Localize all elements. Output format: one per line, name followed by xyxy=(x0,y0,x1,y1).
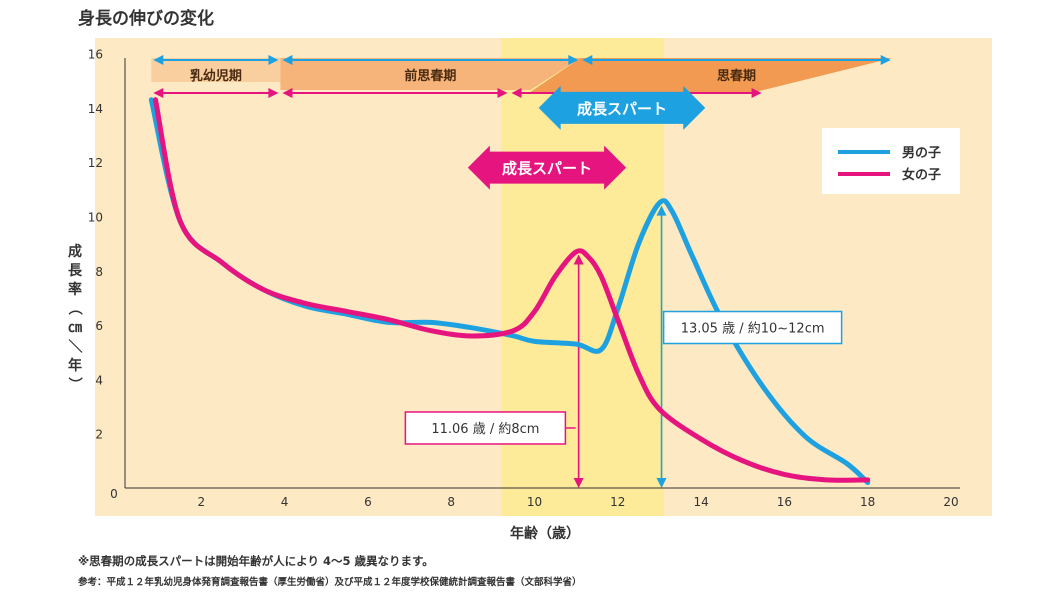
phase-arrow-boy-2 xyxy=(582,55,891,65)
phase-arrow-boy-1-head-left xyxy=(282,55,293,65)
x-tick-label: 6 xyxy=(364,495,372,509)
spurt-arrow-boy xyxy=(538,85,706,130)
series-line-girl xyxy=(152,97,871,483)
girl-peak-line-head-bottom xyxy=(573,478,584,488)
x-tick-label: 10 xyxy=(527,495,542,509)
x-axis-label: 年齢（歳） xyxy=(510,525,580,542)
boy-peak-line xyxy=(656,205,667,488)
peak-line-layer xyxy=(573,205,667,488)
y-axis-label-char: 成 xyxy=(68,243,82,260)
phase-label-1: 前思春期 xyxy=(404,68,456,84)
peak-annotation-girl: 11.06 歳 / 約8cm xyxy=(404,411,576,445)
x-tick-label: 18 xyxy=(860,495,875,509)
phase-arrow-boy-2-head-left xyxy=(582,55,593,65)
annotation-box xyxy=(404,411,567,445)
phase-arrow-girl-2-head-left xyxy=(511,88,522,98)
phase-layer: 乳幼児期 前思春期 思春期 xyxy=(151,55,893,98)
y-tick-label: 6 xyxy=(95,319,103,333)
phase-arrow-girl-1-head-right xyxy=(497,88,508,98)
phase-arrow-boy-0 xyxy=(153,55,279,65)
y-axis-label-char: 長 xyxy=(68,263,83,279)
phase-label-2: 思春期 xyxy=(717,68,756,84)
annotation-label: 13.05 歳 / 約10~12cm xyxy=(681,322,825,337)
annotation-box xyxy=(662,310,843,345)
annotation-layer: 11.06 歳 / 約8cm 13.05 歳 / 約10~12cm xyxy=(404,310,843,445)
origin-label: 0 xyxy=(110,487,118,501)
tick-layer: 2 4 6 8 10 12 14 16 2 4 6 8 10 12 14 16 18 20 0 xyxy=(88,48,959,509)
spurt-arrow-girl xyxy=(467,145,627,190)
spurt-label-boy: 成長スパート xyxy=(577,100,667,118)
phase-arrow-girl-0 xyxy=(153,88,279,98)
girl-peak-line xyxy=(573,254,584,488)
y-tick-label: 4 xyxy=(95,373,103,387)
growth-rate-chart: 乳幼児期 前思春期 思春期 2 4 6 8 10 12 14 16 2 4 6 8 10 12 14 16 18 20… xyxy=(66,38,992,542)
phase-arrow-boy-2-head-right xyxy=(880,55,891,65)
y-axis-label-char: ／ xyxy=(66,339,82,353)
x-tick-label: 20 xyxy=(943,495,958,509)
x-tick-label: 16 xyxy=(777,495,792,509)
phase-band-infant xyxy=(151,58,281,82)
y-axis-label-char: 率 xyxy=(68,281,82,298)
boy-peak-line-head-bottom xyxy=(656,478,667,488)
phase-arrow-girl-1 xyxy=(282,88,508,98)
x-tick-label: 4 xyxy=(281,495,289,509)
phase-arrow-boy-0-head-left xyxy=(153,55,164,65)
phase-band-puberty xyxy=(530,58,893,92)
x-tick-label: 12 xyxy=(610,495,625,509)
y-tick-label: 14 xyxy=(88,102,103,116)
phase-arrow-girl-0-head-left xyxy=(153,88,164,98)
peak-annotation-boy: 13.05 歳 / 約10~12cm xyxy=(662,310,843,345)
legend-box xyxy=(822,128,960,194)
y-tick-label: 16 xyxy=(88,48,103,62)
boy-peak-line-head-top xyxy=(656,205,667,216)
phase-label-0: 乳幼児期 xyxy=(190,68,242,84)
phase-arrow-boy-0-head-right xyxy=(268,55,279,65)
annotation-label: 11.06 歳 / 約8cm xyxy=(431,422,539,437)
y-axis-label-char: ） xyxy=(66,377,82,391)
phase-band-prepuberty xyxy=(280,58,581,90)
page-title: 身長の伸びの変化 xyxy=(78,9,214,29)
y-axis-label-char: 年 xyxy=(68,357,82,374)
y-tick-label: 8 xyxy=(95,265,103,279)
legend-label-boy: 男の子 xyxy=(902,146,941,161)
y-tick-label: 12 xyxy=(88,156,103,170)
girl-peak-line-head-top xyxy=(573,254,584,265)
x-tick-label: 14 xyxy=(693,495,708,509)
footnote: ※思春期の成長スパートは開始年齢が人により 4〜5 歳異なります。 xyxy=(78,554,434,568)
x-tick-label: 2 xyxy=(197,495,205,509)
phase-arrow-girl-0-head-right xyxy=(268,88,279,98)
phase-arrow-girl-2-head-right xyxy=(751,88,762,98)
x-tick-label: 8 xyxy=(447,495,455,509)
spurt-label-girl: 成長スパート xyxy=(502,160,592,178)
y-tick-label: 10 xyxy=(88,211,103,225)
legend-label-girl: 女の子 xyxy=(902,167,941,183)
phase-arrow-boy-1-head-right xyxy=(568,55,579,65)
y-axis-label: 成長率 （ ㎝ ／ 年 ） xyxy=(66,243,83,391)
phase-arrow-boy-1 xyxy=(282,55,579,65)
source-note: 参考：平成１２年乳幼児身体発育調査報告書（厚生労働省）及び平成１２年度学校保健統… xyxy=(78,577,582,588)
y-tick-label: 2 xyxy=(95,428,103,442)
y-axis-label-char: （ xyxy=(66,301,82,315)
y-axis-label-char: ㎝ xyxy=(68,320,82,336)
phase-arrow-girl-1-head-left xyxy=(282,88,293,98)
